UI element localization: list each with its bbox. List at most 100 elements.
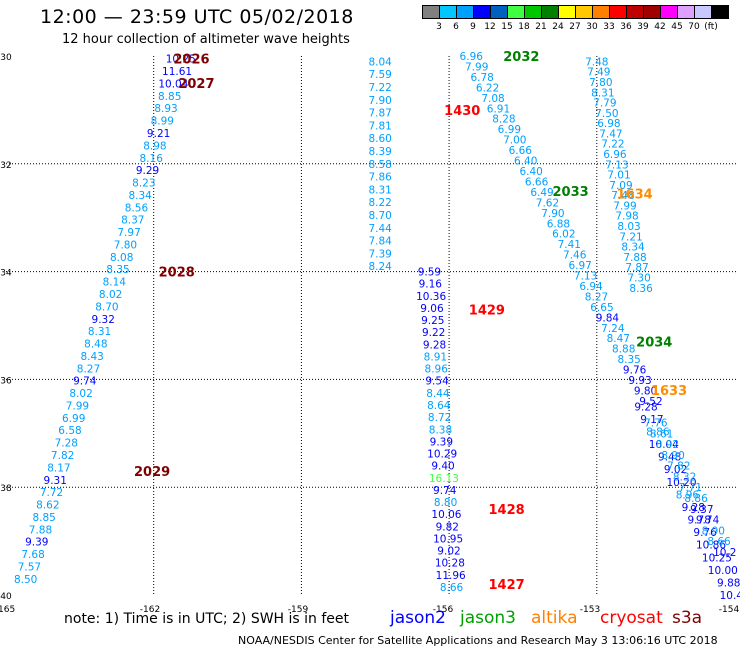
wave-height-value: 6.66 bbox=[525, 176, 549, 188]
wave-height-value: 6.40 bbox=[514, 156, 537, 168]
wave-height-value: 6.65 bbox=[590, 302, 613, 314]
wave-height-value: 8.27 bbox=[585, 291, 608, 303]
wave-height-value: 8.85 bbox=[158, 91, 181, 103]
wave-height-value: 7.09 bbox=[609, 180, 632, 192]
wave-height-value: 8.14 bbox=[103, 277, 127, 289]
wave-height-value: 6.97 bbox=[568, 260, 591, 272]
wave-height-value: 7.49 bbox=[587, 67, 610, 79]
wave-height-value: 8.64 bbox=[427, 400, 451, 412]
satellite-track-3: 6.967.996.786.227.086.918.286.997.006.66… bbox=[460, 51, 663, 408]
wave-height-value: 7.79 bbox=[593, 98, 616, 110]
wave-height-value: 7.22 bbox=[601, 139, 624, 151]
legend-label: 12 bbox=[484, 22, 496, 32]
y-tick-label: -38 bbox=[0, 484, 12, 494]
wave-height-value: 7.21 bbox=[619, 231, 642, 243]
wave-height-value: 9.28 bbox=[423, 339, 446, 351]
wave-height-value: 8.27 bbox=[77, 363, 100, 375]
wave-height-value: 8.17 bbox=[47, 462, 70, 474]
wave-height-value: 10.2 bbox=[713, 547, 736, 559]
satellite-track-5: 9.289.178.8610.049.489.0210.208.969.289.… bbox=[634, 401, 740, 602]
x-tick-label: -162 bbox=[140, 605, 160, 615]
wave-height-value: 9.88 bbox=[717, 577, 740, 589]
wave-height-value: 8.48 bbox=[84, 339, 107, 351]
x-tick-label: -153 bbox=[580, 605, 600, 615]
wave-height-value: 7.01 bbox=[607, 170, 630, 182]
wave-height-value: 7.13 bbox=[574, 271, 597, 283]
wave-height-value: 10.36 bbox=[416, 291, 446, 303]
wave-height-value: 10.29 bbox=[427, 449, 457, 461]
wave-height-value: 7.82 bbox=[667, 461, 690, 473]
pass-label: 1634 bbox=[616, 187, 652, 202]
satellite-track-0: 10.2511.6110.048.858.938.999.218.988.169… bbox=[14, 54, 196, 586]
wave-height-value: 6.99 bbox=[62, 413, 85, 425]
wave-height-value: 7.90 bbox=[541, 208, 564, 220]
wave-height-value: 8.31 bbox=[591, 87, 614, 99]
pass-label: 2027 bbox=[178, 77, 214, 92]
wave-height-value: 7.88 bbox=[29, 524, 52, 536]
wave-height-value: 9.02 bbox=[437, 546, 460, 558]
wave-height-value: 6.40 bbox=[519, 166, 542, 178]
wave-height-value: 9.82 bbox=[436, 521, 459, 533]
legend-label: 3 bbox=[436, 22, 442, 32]
wave-height-value: 7.87 bbox=[625, 262, 648, 274]
wave-height-value: 7.99 bbox=[613, 200, 636, 212]
wave-height-value: 8.22 bbox=[368, 197, 391, 209]
wave-height-value: 8.39 bbox=[368, 146, 391, 158]
legend-label: 45 bbox=[671, 22, 683, 32]
wave-height-value: 8.03 bbox=[617, 221, 640, 233]
wave-height-value: 9.76 bbox=[693, 527, 717, 539]
wave-height-value: 9.74 bbox=[73, 376, 97, 388]
wave-height-value: 7.48 bbox=[585, 56, 608, 68]
wave-height-value: 10.25 bbox=[702, 552, 732, 564]
wave-height-value: 9.78 bbox=[688, 515, 711, 527]
pass-label: 2032 bbox=[503, 50, 539, 65]
legend-label: 15 bbox=[501, 22, 513, 32]
wave-height-value: 8.66 bbox=[707, 536, 731, 548]
legend-swatch-17 bbox=[711, 5, 729, 19]
wave-height-value: 6.94 bbox=[579, 281, 603, 293]
wave-height-value: 8.70 bbox=[95, 301, 118, 313]
wave-height-value: 8.28 bbox=[492, 114, 515, 126]
wave-height-value: 8.35 bbox=[106, 264, 129, 276]
wave-height-value: 8.96 bbox=[425, 364, 449, 376]
wave-height-value: 7.86 bbox=[368, 172, 392, 184]
wave-height-value: 7.68 bbox=[21, 549, 44, 561]
wave-height-value: 7.71 bbox=[679, 482, 702, 494]
pass-label: 2033 bbox=[552, 185, 588, 200]
satellite-jason2: jason2 bbox=[390, 608, 446, 628]
wave-height-value: 7.44 bbox=[368, 223, 392, 235]
wave-height-value: 7.08 bbox=[481, 93, 504, 105]
wave-height-value: 9.48 bbox=[658, 452, 681, 464]
wave-height-value: 6.99 bbox=[498, 124, 521, 136]
axis-ticks: -30 -32 -34 -36 -38 -40 -165 -162 -159 -156 -153 -1… bbox=[0, 53, 739, 615]
wave-height-value: 9.74 bbox=[433, 485, 457, 497]
pass-label: 1430 bbox=[444, 104, 480, 119]
wave-height-value: 7.50 bbox=[595, 108, 618, 120]
wave-height-value: 8.50 bbox=[14, 574, 37, 586]
wave-height-value: 8.02 bbox=[69, 388, 92, 400]
wave-height-value: 7.80 bbox=[114, 239, 137, 251]
wave-height-value: 9.17 bbox=[640, 414, 663, 426]
wave-height-value: 9.29 bbox=[136, 165, 159, 177]
wave-height-value: 9.37 bbox=[690, 504, 713, 516]
wave-height-value: 16.13 bbox=[429, 473, 459, 485]
wave-height-value: 8.96 bbox=[676, 489, 700, 501]
wave-height-value: 9.28 bbox=[682, 502, 705, 514]
wave-height-value: 8.02 bbox=[99, 289, 122, 301]
legend-label: 36 bbox=[620, 22, 632, 32]
wave-height-value: 8.70 bbox=[368, 210, 391, 222]
wave-height-value: 7.28 bbox=[55, 438, 78, 450]
wave-height-value: 9.59 bbox=[418, 267, 441, 279]
wave-height-value: 7.97 bbox=[117, 227, 140, 239]
y-tick-label: -34 bbox=[0, 269, 12, 279]
footer-credit: NOAA/NESDIS Center for Satellite Applica… bbox=[238, 634, 718, 647]
wave-height-value: 9.32 bbox=[92, 314, 115, 326]
wave-height-value: 7.41 bbox=[558, 239, 581, 251]
wave-height-value: 8.80 bbox=[434, 497, 457, 509]
wave-height-value: 7.13 bbox=[605, 159, 628, 171]
legend-label: 18 bbox=[518, 22, 530, 32]
wave-height-value: 9.16 bbox=[419, 279, 443, 291]
wave-height-value: 9.25 bbox=[421, 315, 444, 327]
wave-height-value: 10.95 bbox=[433, 533, 463, 545]
satellite-cryosat: cryosat bbox=[600, 608, 663, 628]
